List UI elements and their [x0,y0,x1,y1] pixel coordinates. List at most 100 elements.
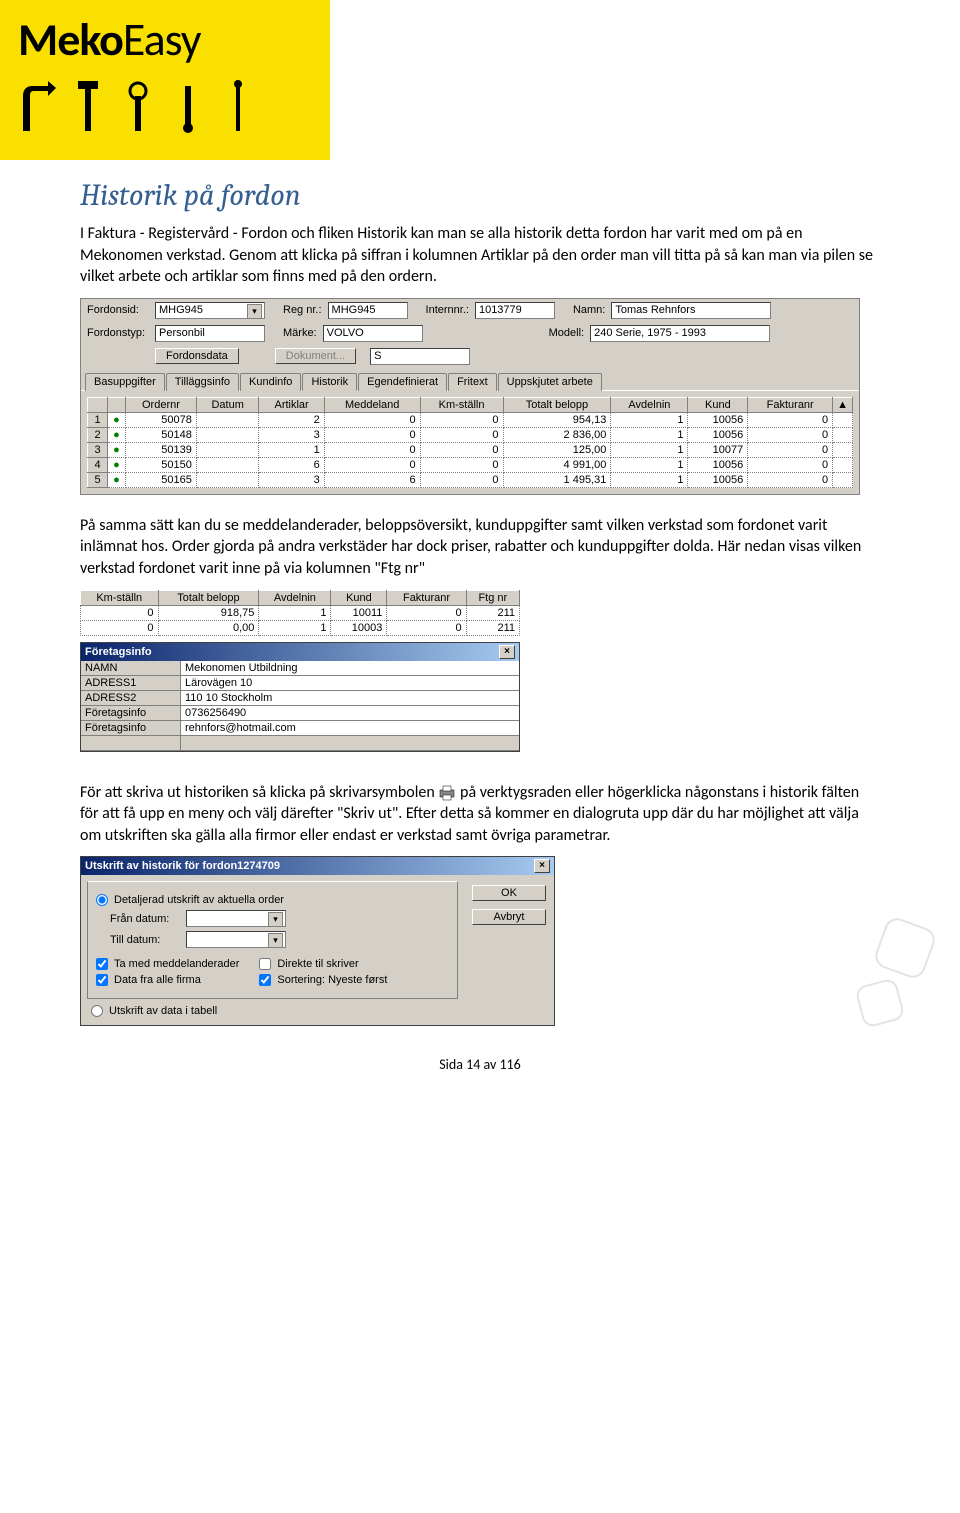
hist-cell[interactable]: 0 [748,442,833,457]
table-row[interactable]: 5●501653601 495,311100560 [88,472,853,487]
hist-cell[interactable]: 50139 [126,442,197,457]
hist-cell[interactable] [833,442,853,457]
hist-cell[interactable]: ● [108,427,126,442]
hist-cell[interactable]: 0 [420,442,503,457]
hist-cell[interactable]: 6 [324,472,420,487]
hist-cell[interactable] [833,457,853,472]
hist-cell[interactable] [833,427,853,442]
hist-cell[interactable]: 0 [420,412,503,427]
tab-historik[interactable]: Historik [302,373,357,391]
hist-cell[interactable]: 10056 [688,412,748,427]
hist-header-cell[interactable]: Meddeland [324,397,420,412]
table-row[interactable]: 1●50078200954,131100560 [88,412,853,427]
hist-header-cell[interactable]: Artiklar [259,397,324,412]
hist-cell[interactable]: 0 [420,472,503,487]
hist-cell[interactable]: 1 [611,472,688,487]
hist-cell[interactable]: 4 [88,457,108,472]
hist-cell[interactable]: 10056 [688,457,748,472]
hist-cell[interactable] [196,412,259,427]
mini-cell[interactable]: 0 [387,605,466,620]
tab-uppskjutet[interactable]: Uppskjutet arbete [498,373,602,391]
mini-header-cell[interactable]: Kund [331,590,387,605]
table-row[interactable]: 3●50139100125,001100770 [88,442,853,457]
hist-cell[interactable]: 0 [748,412,833,427]
mini-header-cell[interactable]: Km-ställn [81,590,159,605]
hist-cell[interactable]: 1 [611,412,688,427]
hist-cell[interactable] [196,457,259,472]
hist-cell[interactable]: 10056 [688,472,748,487]
chk-direkte[interactable] [259,958,271,970]
hist-cell[interactable] [833,412,853,427]
hist-cell[interactable]: 1 495,31 [503,472,611,487]
internnr-field[interactable]: 1013779 [475,302,555,319]
from-date-field[interactable] [186,910,286,927]
hist-cell[interactable]: 10077 [688,442,748,457]
mini-cell[interactable]: 10003 [331,620,387,635]
mini-cell[interactable]: 1 [259,620,331,635]
mini-cell[interactable]: 211 [466,605,519,620]
hist-cell[interactable]: 1 [611,457,688,472]
hist-cell[interactable]: 10056 [688,427,748,442]
mini-cell[interactable]: 1 [259,605,331,620]
hist-cell[interactable]: 4 991,00 [503,457,611,472]
mini-cell[interactable]: 0 [387,620,466,635]
hist-cell[interactable]: 0 [748,427,833,442]
hist-cell[interactable]: 50148 [126,427,197,442]
hist-cell[interactable]: 2 [88,427,108,442]
hist-cell[interactable]: ● [108,412,126,427]
hist-cell[interactable]: ● [108,457,126,472]
close-icon[interactable]: × [534,859,550,873]
mini-cell[interactable]: 0 [81,605,159,620]
hist-cell[interactable]: ● [108,472,126,487]
chk-alle-firma[interactable] [96,974,108,986]
table-row[interactable]: 2●501483002 836,001100560 [88,427,853,442]
fordonsdata-button[interactable]: Fordonsdata [155,348,239,364]
table-row[interactable]: 0918,751100110211 [81,605,520,620]
history-table[interactable]: OrdernrDatumArtiklarMeddelandKm-ställnTo… [87,397,853,488]
hist-cell[interactable] [833,472,853,487]
table-row[interactable]: 4●501506004 991,001100560 [88,457,853,472]
hist-cell[interactable]: 0 [420,427,503,442]
namn-field[interactable]: Tomas Rehnfors [611,302,771,319]
mini-header-cell[interactable]: Fakturanr [387,590,466,605]
tab-basuppgifter[interactable]: Basuppgifter [85,373,165,391]
hist-cell[interactable]: 6 [259,457,324,472]
table-row[interactable]: 00,001100030211 [81,620,520,635]
mini-header-cell[interactable]: Totalt belopp [158,590,259,605]
hist-header-cell[interactable]: Km-ställn [420,397,503,412]
hist-cell[interactable]: 0 [420,457,503,472]
hist-cell[interactable]: 0 [324,427,420,442]
fordonstyp-field[interactable]: Personbil [155,325,265,342]
mini-cell[interactable]: 10011 [331,605,387,620]
hist-cell[interactable]: 50150 [126,457,197,472]
hist-header-cell[interactable]: Kund [688,397,748,412]
hist-cell[interactable]: 3 [88,442,108,457]
tab-fritext[interactable]: Fritext [448,373,497,391]
hist-cell[interactable]: 1 [259,442,324,457]
hist-cell[interactable]: 1 [88,412,108,427]
hist-header-cell[interactable] [108,397,126,412]
cancel-button[interactable]: Avbryt [472,909,546,925]
hist-header-cell[interactable]: Totalt belopp [503,397,611,412]
to-date-field[interactable] [186,931,286,948]
hist-cell[interactable] [196,427,259,442]
hist-cell[interactable]: 5 [88,472,108,487]
mini-cell[interactable]: 918,75 [158,605,259,620]
hist-header-cell[interactable]: Fakturanr [748,397,833,412]
regnr-field[interactable]: MHG945 [328,302,408,319]
hist-cell[interactable]: 0 [324,457,420,472]
mini-header-cell[interactable]: Ftg nr [466,590,519,605]
hist-cell[interactable]: 0 [748,472,833,487]
mini-cell[interactable]: 0 [81,620,159,635]
mini-cell[interactable]: 211 [466,620,519,635]
hist-header-cell[interactable] [88,397,108,412]
chk-sortering[interactable] [259,974,271,986]
dokument-button[interactable]: Dokument... [275,348,356,364]
ok-button[interactable]: OK [472,885,546,901]
hist-header-cell[interactable]: ▲ [833,397,853,412]
fordonsid-field[interactable]: MHG945 [155,302,265,319]
hist-cell[interactable]: 2 836,00 [503,427,611,442]
tab-tillaggsinfo[interactable]: Tilläggsinfo [166,373,239,391]
hist-cell[interactable]: 0 [324,412,420,427]
hist-cell[interactable]: 3 [259,427,324,442]
